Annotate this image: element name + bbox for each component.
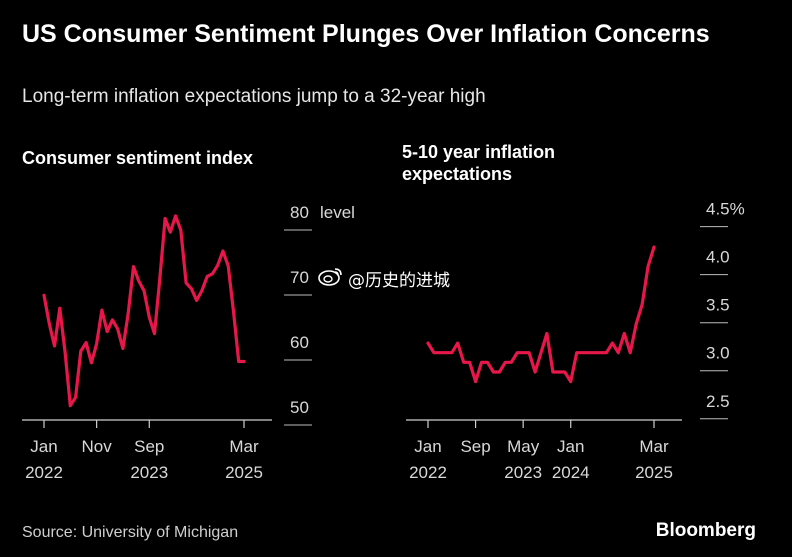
inflation-ytick-label: 3.5	[706, 296, 730, 315]
inflation-xtick-label: Mar	[639, 437, 669, 456]
sentiment-xtick-label: Mar	[229, 437, 259, 456]
sentiment-xtick-label: Sep	[134, 437, 164, 456]
inflation-xtick-year: 2025	[635, 463, 673, 482]
sentiment-xtick-label: Nov	[82, 437, 113, 456]
inflation-panel-title: 5-10 year inflation expectations	[402, 142, 556, 184]
sentiment-xtick-year: 2023	[130, 463, 168, 482]
inflation-ytick-label: 2.5	[706, 392, 730, 411]
inflation-xtick-label: Jan	[414, 437, 441, 456]
source-note: Source: University of Michigan	[22, 524, 239, 541]
sentiment-ytick-label: 80	[290, 203, 309, 222]
sentiment-xtick-year: 2025	[225, 463, 263, 482]
inflation-xtick-label: May	[507, 437, 540, 456]
sentiment-xtick-label: Jan	[30, 437, 57, 456]
chart-title: US Consumer Sentiment Plunges Over Infla…	[22, 20, 710, 48]
sentiment-xtick-year: 2022	[25, 463, 63, 482]
sentiment-y-unit: level	[320, 203, 355, 222]
inflation-xtick-label: Sep	[460, 437, 490, 456]
sentiment-panel-title: Consumer sentiment index	[22, 148, 254, 168]
chart-subtitle: Long-term inflation expectations jump to…	[22, 86, 486, 107]
inflation-xtick-label: Jan	[557, 437, 584, 456]
inflation-xtick-year: 2022	[409, 463, 447, 482]
inflation-ytick-label: 3.0	[706, 344, 730, 363]
sentiment-series-line	[42, 214, 246, 408]
sentiment-ytick-label: 60	[290, 333, 309, 352]
bloomberg-logo: Bloomberg	[655, 520, 756, 541]
sentiment-ytick-label: 70	[290, 268, 309, 287]
watermark-text: @历史的进城	[348, 271, 450, 291]
inflation-xtick-year: 2024	[552, 463, 590, 482]
inflation-xtick-year: 2023	[504, 463, 542, 482]
sentiment-ytick-label: 50	[290, 398, 309, 417]
inflation-ytick-label: 4.0	[706, 248, 730, 267]
watermark: @历史的进城	[318, 266, 450, 291]
weibo-icon	[318, 266, 344, 291]
inflation-series-line	[426, 245, 656, 384]
inflation-ytick-label: 4.5%	[706, 200, 745, 219]
